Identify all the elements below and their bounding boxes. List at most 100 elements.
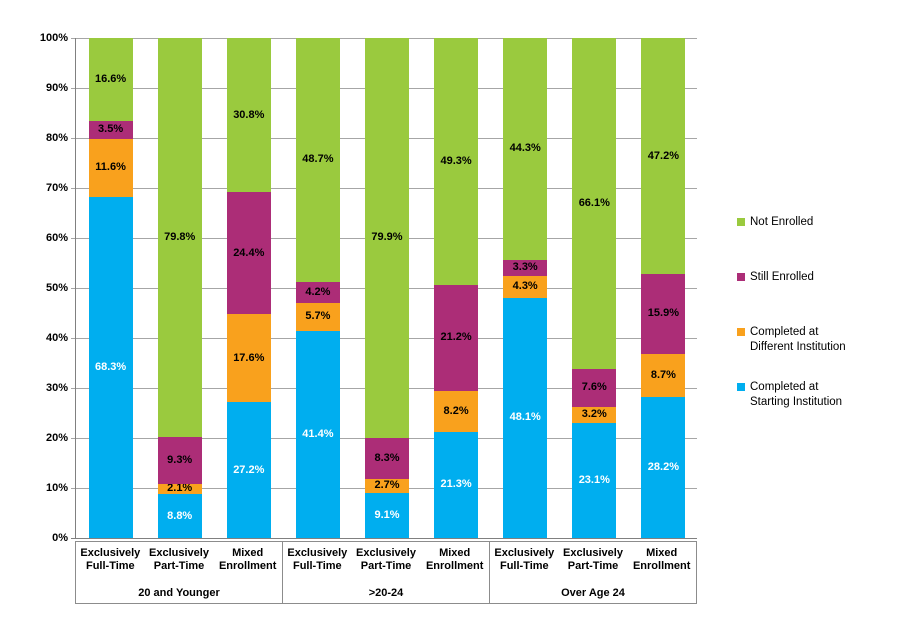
segment-value-label: 15.9% <box>647 307 679 320</box>
segment-value-label: 28.2% <box>647 461 679 473</box>
bar-segment-not-enrolled: 48.7% <box>295 38 340 282</box>
y-axis-tick-label: 40% <box>45 332 68 344</box>
legend-item-completed-at-different-institution: Completed at Different Institution <box>737 325 846 355</box>
segment-value-label: 9.3% <box>167 453 193 466</box>
text-line: Mixed <box>646 547 678 559</box>
bar-over-age-24-exclusively-full-time: 48.1% 4.3% 3.3% 44.3% <box>503 38 548 538</box>
segment-value-label: 11.6% <box>95 161 126 173</box>
category-label-exclusively-full-time: Exclusively Full-Time <box>490 547 559 573</box>
bar-segment-still-enrolled: 9.3% <box>157 437 202 484</box>
group-cell-20-24: Exclusively Full-Time Exclusively Part-Time… <box>282 542 489 603</box>
text-line: Part-Time <box>360 560 412 572</box>
category-row: Exclusively Full-Time Exclusively Part-Time… <box>76 547 282 573</box>
segment-value-label: 27.2% <box>233 463 265 476</box>
segment-value-label: 16.6% <box>94 73 127 85</box>
text-line: Exclusively <box>356 547 416 559</box>
segment-value-label: 4.2% <box>305 285 331 298</box>
segment-value-label: 48.7% <box>302 153 334 166</box>
legend-swatch <box>737 273 745 281</box>
category-label-exclusively-full-time: Exclusively Full-Time <box>283 547 352 573</box>
text-line: Part-Time <box>153 560 205 572</box>
bar-segment-still-enrolled: 7.6% <box>572 368 617 407</box>
segment-value-label: 30.8% <box>233 108 265 121</box>
legend-label: Not Enrolled <box>750 215 813 230</box>
bar-segment-completed-at-starting-institution: 21.3% <box>434 431 479 538</box>
bar-segment-completed-at-different-institution: 11.6% <box>88 138 133 197</box>
text-line: Completed at <box>750 381 819 393</box>
bar-segment-completed-at-different-institution: 8.7% <box>641 353 686 397</box>
legend: Not Enrolled Still Enrolled Completed at Di… <box>737 215 900 425</box>
bar-20-and-younger-exclusively-part-time: 8.8% 2.1% 9.3% 79.8% <box>157 38 202 538</box>
legend-swatch <box>737 218 745 226</box>
segment-value-label: 3.5% <box>98 123 124 136</box>
group-cell-over-age-24: Exclusively Full-Time Exclusively Part-Time… <box>489 542 696 603</box>
bar-segment-not-enrolled: 49.3% <box>434 38 479 285</box>
bar-segment-completed-at-different-institution: 3.2% <box>572 406 617 423</box>
y-axis-tick-label: 80% <box>45 132 68 144</box>
text-line: Exclusively <box>287 547 348 559</box>
segment-value-label: 47.2% <box>647 149 679 162</box>
bar-20-and-younger-exclusively-full-time: 68.3% 11.6% 3.5% 16.6% <box>88 38 133 538</box>
y-axis-tick-label: 100% <box>39 32 68 44</box>
segment-value-label: 49.3% <box>440 154 472 167</box>
gridline-0 <box>71 538 697 539</box>
bar-segment-completed-at-starting-institution: 27.2% <box>226 402 271 538</box>
segment-value-label: 44.3% <box>509 142 541 155</box>
text-line: Mixed <box>439 547 471 559</box>
legend-label: Completed at Starting Institution <box>750 380 842 410</box>
bar-segment-still-enrolled: 3.5% <box>88 121 133 139</box>
y-axis-tick-label: 10% <box>45 482 68 494</box>
group-cell-20-and-younger: Exclusively Full-Time Exclusively Part-Time… <box>76 542 282 603</box>
category-axis-box: Exclusively Full-Time Exclusively Part-Time… <box>75 541 697 604</box>
category-label-mixed-enrollment: Mixed Enrollment <box>420 547 489 573</box>
bar-segment-still-enrolled: 21.2% <box>434 284 479 391</box>
text-line: Completed at <box>750 326 819 338</box>
bar-segment-completed-at-starting-institution: 8.8% <box>157 494 202 538</box>
segment-value-label: 2.1% <box>167 482 193 495</box>
bar-over-age-24-mixed-enrollment: 28.2% 8.7% 15.9% 47.2% <box>641 38 686 538</box>
legend-label: Completed at Different Institution <box>750 325 846 355</box>
y-axis-tick-label: 20% <box>45 432 68 444</box>
group-label-over-age-24: Over Age 24 <box>561 587 625 599</box>
text-line: Still Enrolled <box>750 271 814 283</box>
text-line: Enrollment <box>425 560 484 572</box>
segment-value-label: 8.2% <box>443 404 469 417</box>
y-axis-tick-label: 70% <box>45 182 68 194</box>
text-line: Different Institution <box>750 341 846 353</box>
segment-value-label: 48.1% <box>509 411 541 424</box>
bar-segment-completed-at-different-institution: 2.1% <box>157 482 202 495</box>
segment-value-label: 2.7% <box>374 479 400 492</box>
bar-segment-not-enrolled: 79.9% <box>365 38 409 438</box>
segment-value-label: 24.4% <box>233 246 265 259</box>
bars-layer: 68.3% 11.6% 3.5% 16.6% 8.8% 2.1% 9.3% 79.8% 27.2… <box>76 38 697 538</box>
segment-value-label: 8.7% <box>650 368 676 381</box>
bar-segment-completed-at-starting-institution: 9.1% <box>365 492 409 538</box>
category-row: Exclusively Full-Time Exclusively Part-Time… <box>490 547 696 573</box>
bar-segment-not-enrolled: 16.6% <box>88 38 133 121</box>
text-line: Part-Time <box>567 560 619 572</box>
segment-value-label: 9.1% <box>374 508 400 521</box>
text-line: Mixed <box>232 547 264 559</box>
bar-20-24-mixed-enrollment: 21.3% 8.2% 21.2% 49.3% <box>434 38 479 538</box>
group-label-20-24: >20-24 <box>368 587 404 599</box>
y-axis-tick-label: 50% <box>45 282 68 294</box>
text-line: Not Enrolled <box>750 216 814 228</box>
text-line: Full-Time <box>85 560 135 572</box>
y-axis-tick-label: 30% <box>45 382 68 394</box>
category-label-mixed-enrollment: Mixed Enrollment <box>213 547 282 573</box>
bar-segment-still-enrolled: 8.3% <box>365 437 409 479</box>
segment-value-label: 5.7% <box>305 310 331 323</box>
group-label-20-and-younger: 20 and Younger <box>138 587 220 599</box>
bar-segment-completed-at-starting-institution: 23.1% <box>572 422 617 538</box>
bar-segment-still-enrolled: 3.3% <box>503 259 548 276</box>
legend-item-not-enrolled: Not Enrolled <box>737 215 813 230</box>
legend-swatch <box>737 383 745 391</box>
bar-segment-completed-at-different-institution: 2.7% <box>365 479 409 493</box>
bar-segment-not-enrolled: 30.8% <box>226 38 271 192</box>
legend-item-still-enrolled: Still Enrolled <box>737 270 814 285</box>
bar-segment-not-enrolled: 44.3% <box>503 38 548 260</box>
bar-20-24-exclusively-part-time: 9.1% 2.7% 8.3% 79.9% <box>365 38 409 538</box>
y-axis-line <box>75 38 76 539</box>
segment-value-label: 41.4% <box>302 428 334 440</box>
segment-value-label: 23.1% <box>578 473 610 486</box>
